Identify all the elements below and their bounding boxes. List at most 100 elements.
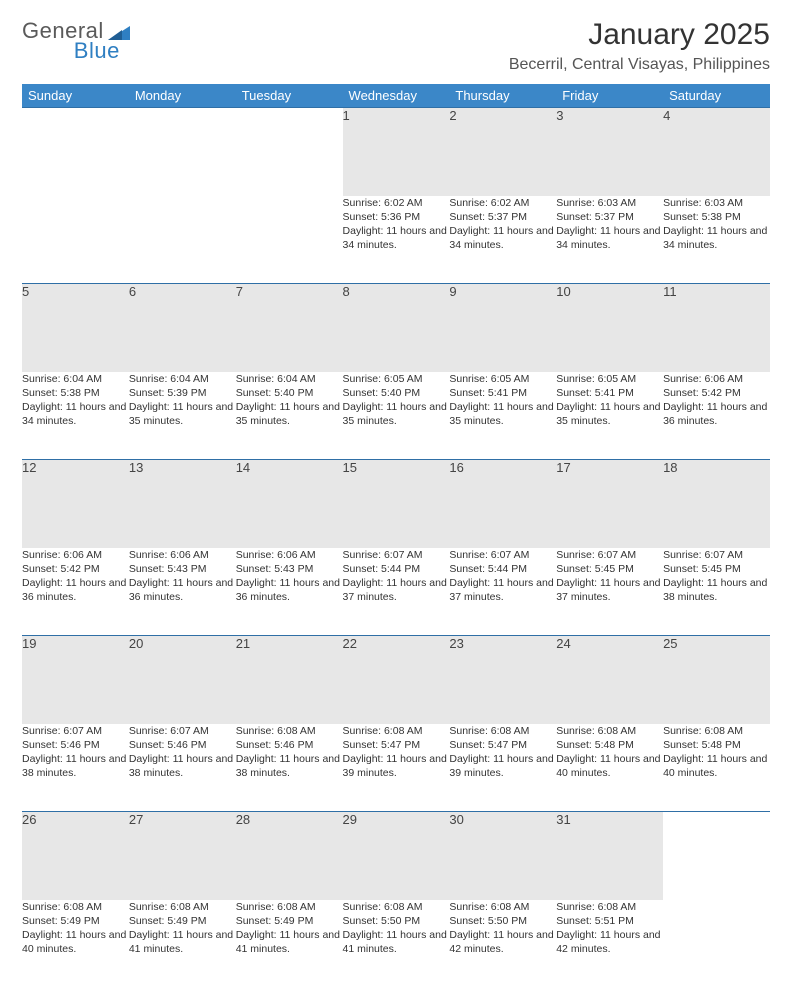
weekday-header: Monday [129, 84, 236, 108]
day-number-cell: 12 [22, 460, 129, 548]
day-detail-cell: Sunrise: 6:04 AMSunset: 5:40 PMDaylight:… [236, 372, 343, 460]
sunrise-text: Sunrise: 6:06 AM [129, 548, 236, 562]
day-detail-cell: Sunrise: 6:08 AMSunset: 5:50 PMDaylight:… [343, 900, 450, 988]
sunrise-text: Sunrise: 6:04 AM [129, 372, 236, 386]
sunrise-text: Sunrise: 6:06 AM [236, 548, 343, 562]
daylight-text: Daylight: 11 hours and 38 minutes. [22, 752, 129, 780]
day-detail-cell: Sunrise: 6:04 AMSunset: 5:38 PMDaylight:… [22, 372, 129, 460]
weekday-header: Wednesday [343, 84, 450, 108]
daylight-text: Daylight: 11 hours and 34 minutes. [22, 400, 129, 428]
sunrise-text: Sunrise: 6:08 AM [236, 900, 343, 914]
daylight-text: Daylight: 11 hours and 39 minutes. [449, 752, 556, 780]
sunset-text: Sunset: 5:51 PM [556, 914, 663, 928]
sunrise-text: Sunrise: 6:08 AM [343, 900, 450, 914]
daylight-text: Daylight: 11 hours and 40 minutes. [663, 752, 770, 780]
sunrise-text: Sunrise: 6:07 AM [556, 548, 663, 562]
sunrise-text: Sunrise: 6:03 AM [663, 196, 770, 210]
daylight-text: Daylight: 11 hours and 41 minutes. [343, 928, 450, 956]
daylight-text: Daylight: 11 hours and 34 minutes. [449, 224, 556, 252]
day-detail-cell: Sunrise: 6:07 AMSunset: 5:45 PMDaylight:… [663, 548, 770, 636]
day-number-cell: 30 [449, 812, 556, 900]
calendar-table: Sunday Monday Tuesday Wednesday Thursday… [22, 84, 770, 988]
day-number-cell: 19 [22, 636, 129, 724]
sunrise-text: Sunrise: 6:07 AM [343, 548, 450, 562]
week-detail-row: Sunrise: 6:08 AMSunset: 5:49 PMDaylight:… [22, 900, 770, 988]
month-title: January 2025 [509, 18, 770, 52]
day-number-cell: 3 [556, 108, 663, 196]
sunset-text: Sunset: 5:46 PM [129, 738, 236, 752]
daylight-text: Daylight: 11 hours and 34 minutes. [556, 224, 663, 252]
day-detail-cell: Sunrise: 6:03 AMSunset: 5:38 PMDaylight:… [663, 196, 770, 284]
day-detail-cell: Sunrise: 6:05 AMSunset: 5:40 PMDaylight:… [343, 372, 450, 460]
sunset-text: Sunset: 5:46 PM [22, 738, 129, 752]
sunset-text: Sunset: 5:48 PM [556, 738, 663, 752]
location-text: Becerril, Central Visayas, Philippines [509, 56, 770, 74]
sunset-text: Sunset: 5:44 PM [449, 562, 556, 576]
day-number-cell: 20 [129, 636, 236, 724]
sunrise-text: Sunrise: 6:08 AM [343, 724, 450, 738]
week-detail-row: Sunrise: 6:04 AMSunset: 5:38 PMDaylight:… [22, 372, 770, 460]
day-number-cell: 26 [22, 812, 129, 900]
day-number-cell: 23 [449, 636, 556, 724]
daylight-text: Daylight: 11 hours and 37 minutes. [449, 576, 556, 604]
day-number-cell: 15 [343, 460, 450, 548]
daylight-text: Daylight: 11 hours and 35 minutes. [449, 400, 556, 428]
day-detail-cell: Sunrise: 6:08 AMSunset: 5:47 PMDaylight:… [449, 724, 556, 812]
daylight-text: Daylight: 11 hours and 35 minutes. [343, 400, 450, 428]
daylight-text: Daylight: 11 hours and 41 minutes. [129, 928, 236, 956]
sunrise-text: Sunrise: 6:07 AM [22, 724, 129, 738]
day-detail-cell: Sunrise: 6:06 AMSunset: 5:43 PMDaylight:… [129, 548, 236, 636]
day-number-cell: 29 [343, 812, 450, 900]
sunrise-text: Sunrise: 6:02 AM [449, 196, 556, 210]
sunrise-text: Sunrise: 6:07 AM [129, 724, 236, 738]
day-number-cell: 16 [449, 460, 556, 548]
daylight-text: Daylight: 11 hours and 38 minutes. [129, 752, 236, 780]
day-number-cell [22, 108, 129, 196]
day-detail-cell: Sunrise: 6:02 AMSunset: 5:37 PMDaylight:… [449, 196, 556, 284]
sunset-text: Sunset: 5:39 PM [129, 386, 236, 400]
day-detail-cell: Sunrise: 6:07 AMSunset: 5:45 PMDaylight:… [556, 548, 663, 636]
day-number-cell [663, 812, 770, 900]
sunrise-text: Sunrise: 6:04 AM [22, 372, 129, 386]
day-number-cell: 9 [449, 284, 556, 372]
sunset-text: Sunset: 5:50 PM [449, 914, 556, 928]
sunrise-text: Sunrise: 6:08 AM [129, 900, 236, 914]
weekday-header: Thursday [449, 84, 556, 108]
sunrise-text: Sunrise: 6:05 AM [449, 372, 556, 386]
day-number-cell: 14 [236, 460, 343, 548]
sunset-text: Sunset: 5:45 PM [556, 562, 663, 576]
weekday-header: Tuesday [236, 84, 343, 108]
weekday-header: Friday [556, 84, 663, 108]
sunset-text: Sunset: 5:41 PM [449, 386, 556, 400]
daylight-text: Daylight: 11 hours and 36 minutes. [236, 576, 343, 604]
daylight-text: Daylight: 11 hours and 42 minutes. [449, 928, 556, 956]
title-block: January 2025 Becerril, Central Visayas, … [509, 18, 770, 74]
daylight-text: Daylight: 11 hours and 39 minutes. [343, 752, 450, 780]
daylight-text: Daylight: 11 hours and 36 minutes. [129, 576, 236, 604]
day-detail-cell: Sunrise: 6:08 AMSunset: 5:49 PMDaylight:… [129, 900, 236, 988]
day-detail-cell: Sunrise: 6:08 AMSunset: 5:47 PMDaylight:… [343, 724, 450, 812]
daylight-text: Daylight: 11 hours and 35 minutes. [129, 400, 236, 428]
daylight-text: Daylight: 11 hours and 42 minutes. [556, 928, 663, 956]
day-number-cell: 17 [556, 460, 663, 548]
brand-logo: General Blue [22, 18, 180, 44]
day-number-cell: 1 [343, 108, 450, 196]
daylight-text: Daylight: 11 hours and 37 minutes. [343, 576, 450, 604]
sunrise-text: Sunrise: 6:08 AM [449, 900, 556, 914]
day-number-cell: 13 [129, 460, 236, 548]
sunrise-text: Sunrise: 6:06 AM [22, 548, 129, 562]
sunrise-text: Sunrise: 6:07 AM [663, 548, 770, 562]
week-detail-row: Sunrise: 6:07 AMSunset: 5:46 PMDaylight:… [22, 724, 770, 812]
day-detail-cell: Sunrise: 6:07 AMSunset: 5:46 PMDaylight:… [22, 724, 129, 812]
week-daynum-row: 262728293031 [22, 812, 770, 900]
weekday-header-row: Sunday Monday Tuesday Wednesday Thursday… [22, 84, 770, 108]
day-detail-cell: Sunrise: 6:07 AMSunset: 5:44 PMDaylight:… [343, 548, 450, 636]
sunrise-text: Sunrise: 6:07 AM [449, 548, 556, 562]
sunset-text: Sunset: 5:36 PM [343, 210, 450, 224]
day-detail-cell: Sunrise: 6:07 AMSunset: 5:46 PMDaylight:… [129, 724, 236, 812]
sunset-text: Sunset: 5:47 PM [449, 738, 556, 752]
week-daynum-row: 1234 [22, 108, 770, 196]
day-number-cell [236, 108, 343, 196]
sunset-text: Sunset: 5:41 PM [556, 386, 663, 400]
day-detail-cell [663, 900, 770, 988]
